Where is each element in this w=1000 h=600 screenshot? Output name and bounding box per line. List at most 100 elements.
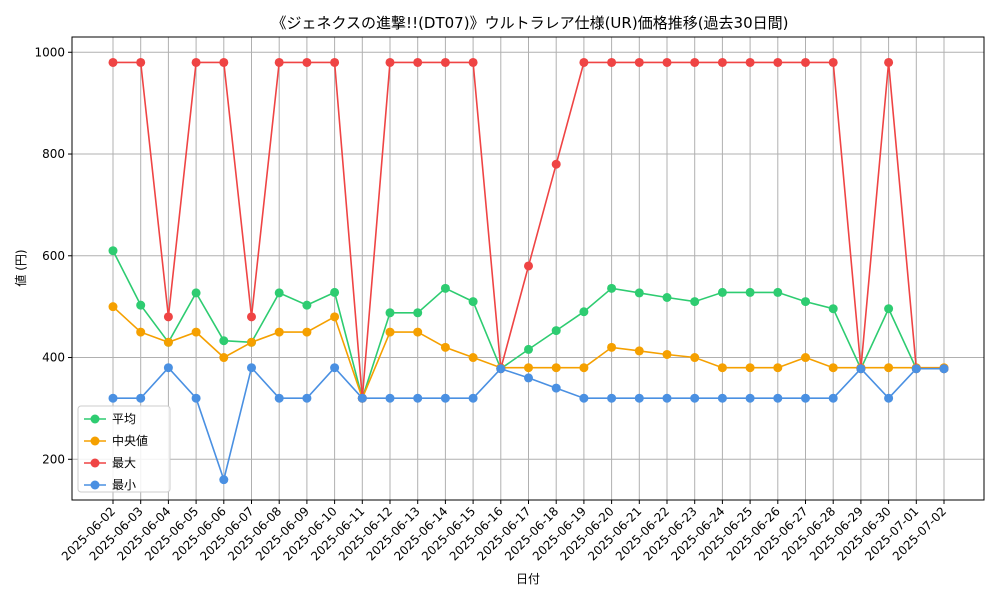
data-point [330,287,340,297]
data-point [136,300,146,310]
data-point [717,57,727,67]
data-point [385,393,395,403]
data-point [884,363,894,373]
data-point [634,57,644,67]
data-point [801,393,810,403]
data-point [108,393,118,403]
data-point [634,288,644,298]
data-point [662,57,672,67]
data-point [136,57,146,67]
data-point [773,287,783,297]
data-point [717,393,727,403]
data-point [330,363,340,373]
data-point [468,57,478,67]
data-point [745,287,755,297]
legend-label: 最大 [112,456,136,470]
data-point [330,57,340,67]
data-point [801,57,810,67]
legend-marker [90,480,100,490]
data-point [468,297,478,307]
data-point [579,363,589,373]
data-point [440,393,450,403]
y-tick-label: 200 [42,452,65,466]
data-point [551,363,561,373]
data-point [607,57,617,67]
data-point [828,304,838,314]
data-point [191,57,201,67]
data-point [274,57,284,67]
legend-marker [90,414,100,424]
data-point [717,287,727,297]
data-point [302,327,312,337]
y-tick-label: 600 [42,249,65,263]
data-point [330,312,340,322]
y-axis-ticks: 200 400 600 800 1000 [34,45,72,466]
series-group [108,57,949,485]
data-point [440,283,450,293]
data-point [274,288,284,298]
data-point [302,393,312,403]
data-point [690,57,700,67]
data-point [108,302,118,312]
data-point [247,363,256,373]
data-point [551,159,561,169]
data-point [856,364,866,374]
data-point [524,363,533,373]
legend-marker [90,436,100,446]
data-point [163,312,173,322]
data-point [108,246,118,256]
data-point [607,393,617,403]
data-point [828,57,838,67]
data-point [773,393,783,403]
data-point [191,327,201,337]
data-point [884,57,894,67]
data-point [662,293,672,303]
data-point [745,57,755,67]
data-point [745,363,755,373]
data-point [136,393,146,403]
data-point [662,393,672,403]
data-point [413,57,423,67]
data-point [247,337,256,347]
data-point [662,349,672,359]
y-axis-label: 値 (円) [13,249,28,286]
data-point [385,57,395,67]
data-point [413,327,423,337]
data-point [191,393,201,403]
data-point [468,393,478,403]
data-point [274,393,284,403]
series-3 [108,363,949,485]
data-point [884,393,894,403]
data-point [496,364,506,374]
data-point [773,363,783,373]
data-point [801,297,810,307]
y-tick-label: 1000 [34,45,65,59]
data-point [468,353,478,363]
data-point [385,308,395,318]
data-point [690,353,700,363]
data-point [634,346,644,356]
data-point [911,364,921,374]
legend-box [77,405,171,493]
data-point [579,307,589,317]
data-point [302,300,312,310]
data-point [634,393,644,403]
data-point [690,393,700,403]
data-point [524,344,533,354]
y-tick-label: 800 [42,147,65,161]
data-point [884,304,894,314]
data-point [219,475,229,485]
data-point [413,308,423,318]
data-point [247,312,256,322]
legend-label: 最小 [112,478,136,492]
data-point [607,283,617,293]
data-point [828,363,838,373]
data-point [440,342,450,352]
data-point [274,327,284,337]
legend-label: 中央値 [112,433,148,448]
data-point [136,327,146,337]
data-point [219,57,229,67]
data-point [690,297,700,307]
